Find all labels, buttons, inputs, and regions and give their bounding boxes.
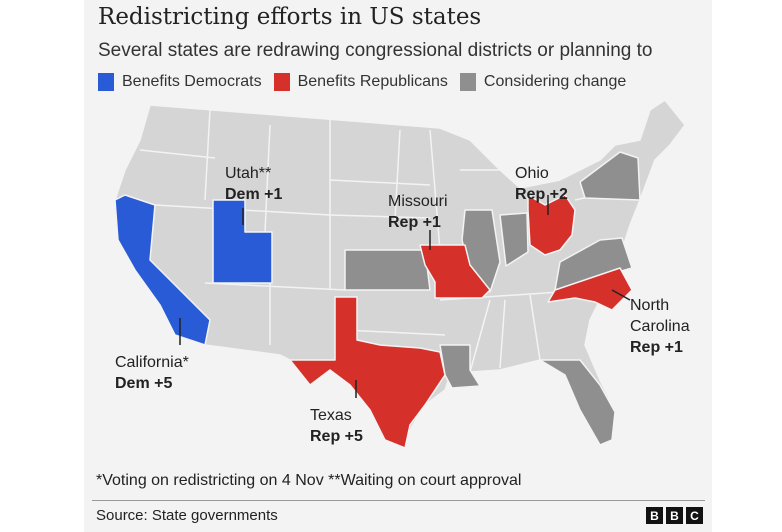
state-indiana — [499, 212, 529, 267]
label-utah: Utah** Dem +1 — [225, 165, 283, 203]
state-new-york — [579, 151, 641, 201]
state-virginia — [554, 237, 633, 291]
legend-swatch-gray — [459, 73, 476, 91]
state-ohio — [527, 194, 576, 256]
label-texas: Texas Rep +5 — [310, 407, 363, 445]
label-missouri: Missouri Rep +1 — [388, 193, 448, 231]
chart-subtitle: Several states are redrawing congression… — [98, 40, 653, 61]
legend-label: Considering change — [483, 73, 627, 90]
state-kansas — [344, 249, 431, 291]
legend-swatch-red — [273, 73, 290, 91]
legend-label: Benefits Democrats — [122, 73, 262, 90]
legend: Benefits Democrats Benefits Republicans … — [98, 73, 626, 91]
footnote: *Voting on redistricting on 4 Nov **Wait… — [96, 472, 522, 489]
leader-lines — [179, 195, 631, 398]
state-california — [114, 194, 211, 346]
state-missouri — [419, 244, 491, 299]
chart-title: Redistricting efforts in US states — [98, 4, 482, 30]
logo-letter: B — [666, 507, 683, 524]
state-texas — [289, 296, 446, 449]
state-north-carolina — [547, 267, 633, 311]
legend-label: Benefits Republicans — [297, 73, 448, 90]
logo-letter: C — [686, 507, 703, 524]
logo-letter: B — [646, 507, 663, 524]
legend-item-considering: Considering change — [459, 73, 627, 91]
state-florida — [539, 359, 616, 446]
label-california: California* Dem +5 — [115, 354, 189, 392]
legend-item-democrats: Benefits Democrats — [98, 73, 262, 91]
label-north-carolina: North Carolina Rep +1 — [630, 297, 690, 356]
source: Source: State governments — [96, 507, 278, 524]
label-ohio: Ohio Rep +2 — [515, 165, 568, 203]
legend-swatch-blue — [98, 73, 114, 91]
state-utah — [212, 199, 273, 284]
divider — [92, 500, 705, 501]
legend-item-republicans: Benefits Republicans — [273, 73, 448, 91]
